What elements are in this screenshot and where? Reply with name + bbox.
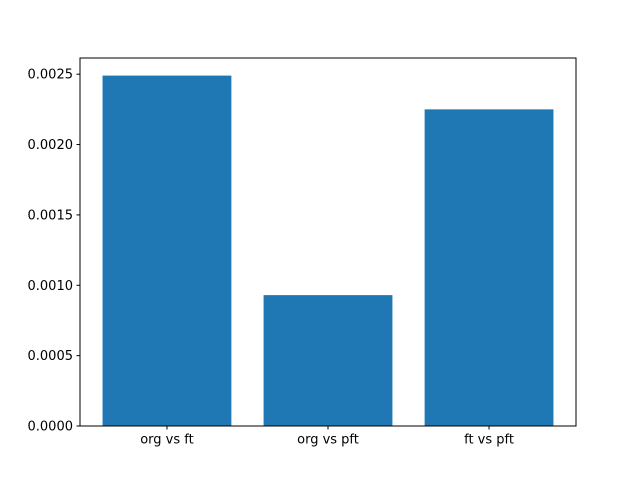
bar bbox=[263, 295, 393, 426]
x-axis-tick-label: org vs ft bbox=[140, 433, 194, 448]
bar bbox=[102, 75, 232, 426]
x-axis-tick-label: ft vs pft bbox=[464, 433, 514, 448]
y-axis-tick-label: 0.0015 bbox=[28, 208, 74, 223]
y-axis-tick-label: 0.0025 bbox=[28, 68, 74, 83]
bar bbox=[424, 109, 554, 426]
y-axis-tick-label: 0.0000 bbox=[28, 420, 74, 435]
y-axis-tick-label: 0.0020 bbox=[28, 138, 74, 153]
y-axis-tick-label: 0.0010 bbox=[28, 279, 74, 294]
axes-frame bbox=[79, 57, 577, 427]
y-axis-tick-label: 0.0005 bbox=[28, 349, 74, 364]
x-axis-tick-label: org vs pft bbox=[297, 433, 359, 448]
